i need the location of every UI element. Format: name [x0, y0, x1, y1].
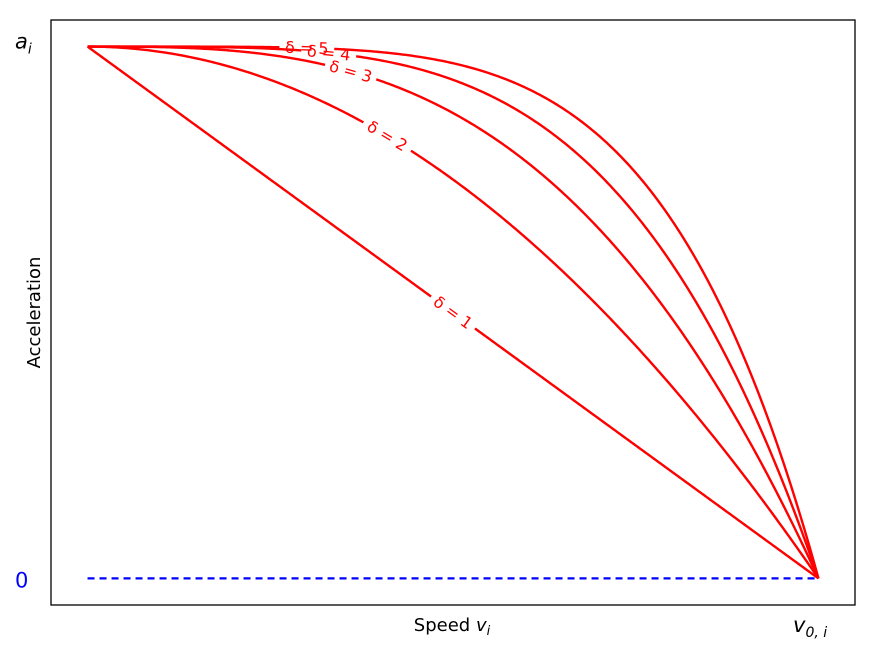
curve-delta-3-part2 — [375, 78, 820, 579]
curves-group — [86, 45, 820, 580]
y-axis-label: Acceleration — [24, 257, 45, 369]
x-tick-label-right: v0, i — [793, 613, 827, 641]
y-tick-label-top: ai — [15, 30, 32, 58]
curve-delta-1-part2 — [474, 327, 820, 580]
curve-label-delta-2: δ = 2 — [364, 117, 411, 156]
plot-frame — [50, 19, 856, 606]
tick-labels-group: ai 0 v0, i Speed vi Acceleration — [15, 30, 827, 641]
curve-delta-5 — [87, 45, 280, 49]
curve-delta-5-part2 — [334, 47, 820, 579]
axes-frame — [50, 19, 856, 606]
curve-label-delta-5: δ = 5 — [285, 38, 329, 58]
curve-delta-2 — [87, 45, 365, 124]
x-axis-label: Speed vi — [414, 615, 491, 639]
curve-label-delta-4: δ = 4 — [306, 41, 351, 64]
curve-delta-2-part2 — [410, 149, 820, 580]
y-tick-label-zero: 0 — [15, 568, 28, 592]
curve-delta-4-part2 — [355, 55, 820, 579]
curve-label-delta-1: δ = 1 — [430, 292, 476, 333]
curve-delta-1 — [86, 45, 432, 298]
